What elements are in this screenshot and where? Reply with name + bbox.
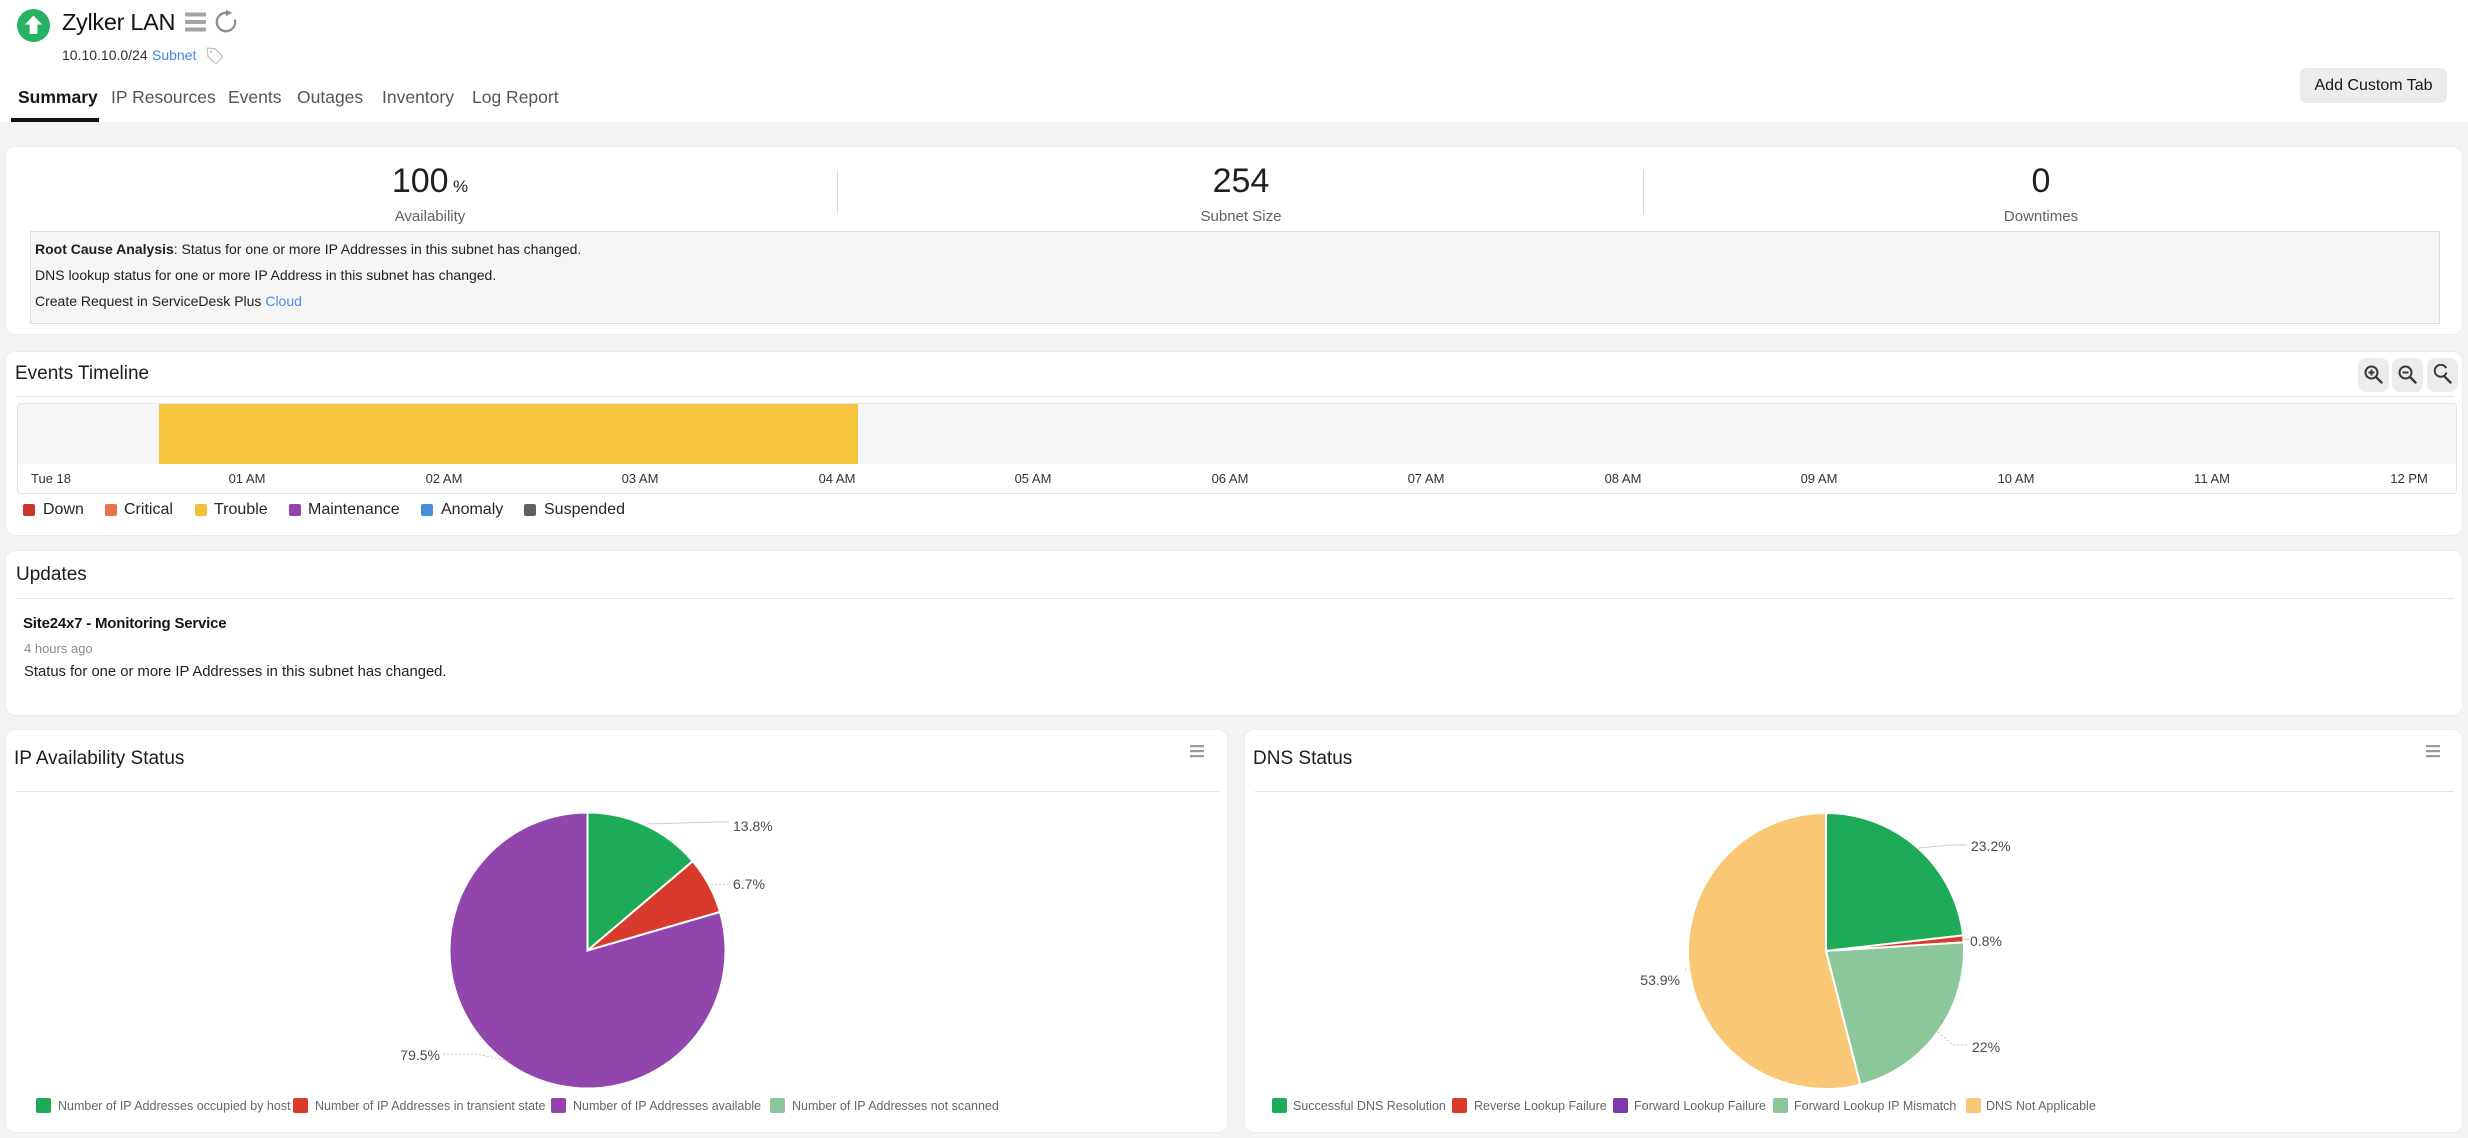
svg-text:6.7%: 6.7% [733, 876, 765, 892]
svg-text:13.8%: 13.8% [733, 818, 773, 834]
svg-text:23.2%: 23.2% [1971, 838, 2011, 854]
svg-text:0.8%: 0.8% [1970, 933, 2002, 949]
svg-text:79.5%: 79.5% [400, 1047, 440, 1063]
svg-text:22%: 22% [1972, 1039, 2000, 1055]
svg-text:53.9%: 53.9% [1640, 972, 1680, 988]
